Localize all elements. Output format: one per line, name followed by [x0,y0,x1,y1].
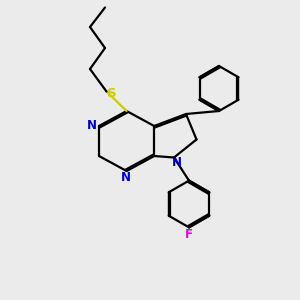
Text: N: N [86,119,97,132]
Text: N: N [171,156,182,170]
Text: N: N [121,171,131,184]
Text: S: S [107,87,117,101]
Text: F: F [185,227,193,241]
